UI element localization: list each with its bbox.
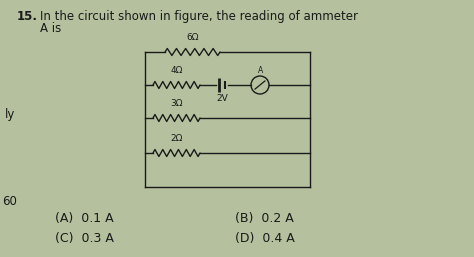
Text: (B)  0.2 A: (B) 0.2 A — [235, 212, 294, 225]
Text: 2Ω: 2Ω — [170, 134, 182, 143]
Text: 4Ω: 4Ω — [170, 66, 182, 75]
Text: 2V: 2V — [216, 94, 228, 103]
Text: (C)  0.3 A: (C) 0.3 A — [55, 232, 114, 245]
Text: (D)  0.4 A: (D) 0.4 A — [235, 232, 295, 245]
Text: 60: 60 — [2, 195, 17, 208]
Text: ly: ly — [5, 108, 15, 121]
Text: 15.: 15. — [17, 10, 38, 23]
Text: (A)  0.1 A: (A) 0.1 A — [55, 212, 114, 225]
Text: 3Ω: 3Ω — [170, 99, 183, 108]
Text: In the circuit shown in figure, the reading of ammeter: In the circuit shown in figure, the read… — [40, 10, 358, 23]
Text: A is: A is — [40, 22, 61, 35]
Text: A: A — [258, 66, 264, 75]
Text: 6Ω: 6Ω — [186, 33, 199, 42]
